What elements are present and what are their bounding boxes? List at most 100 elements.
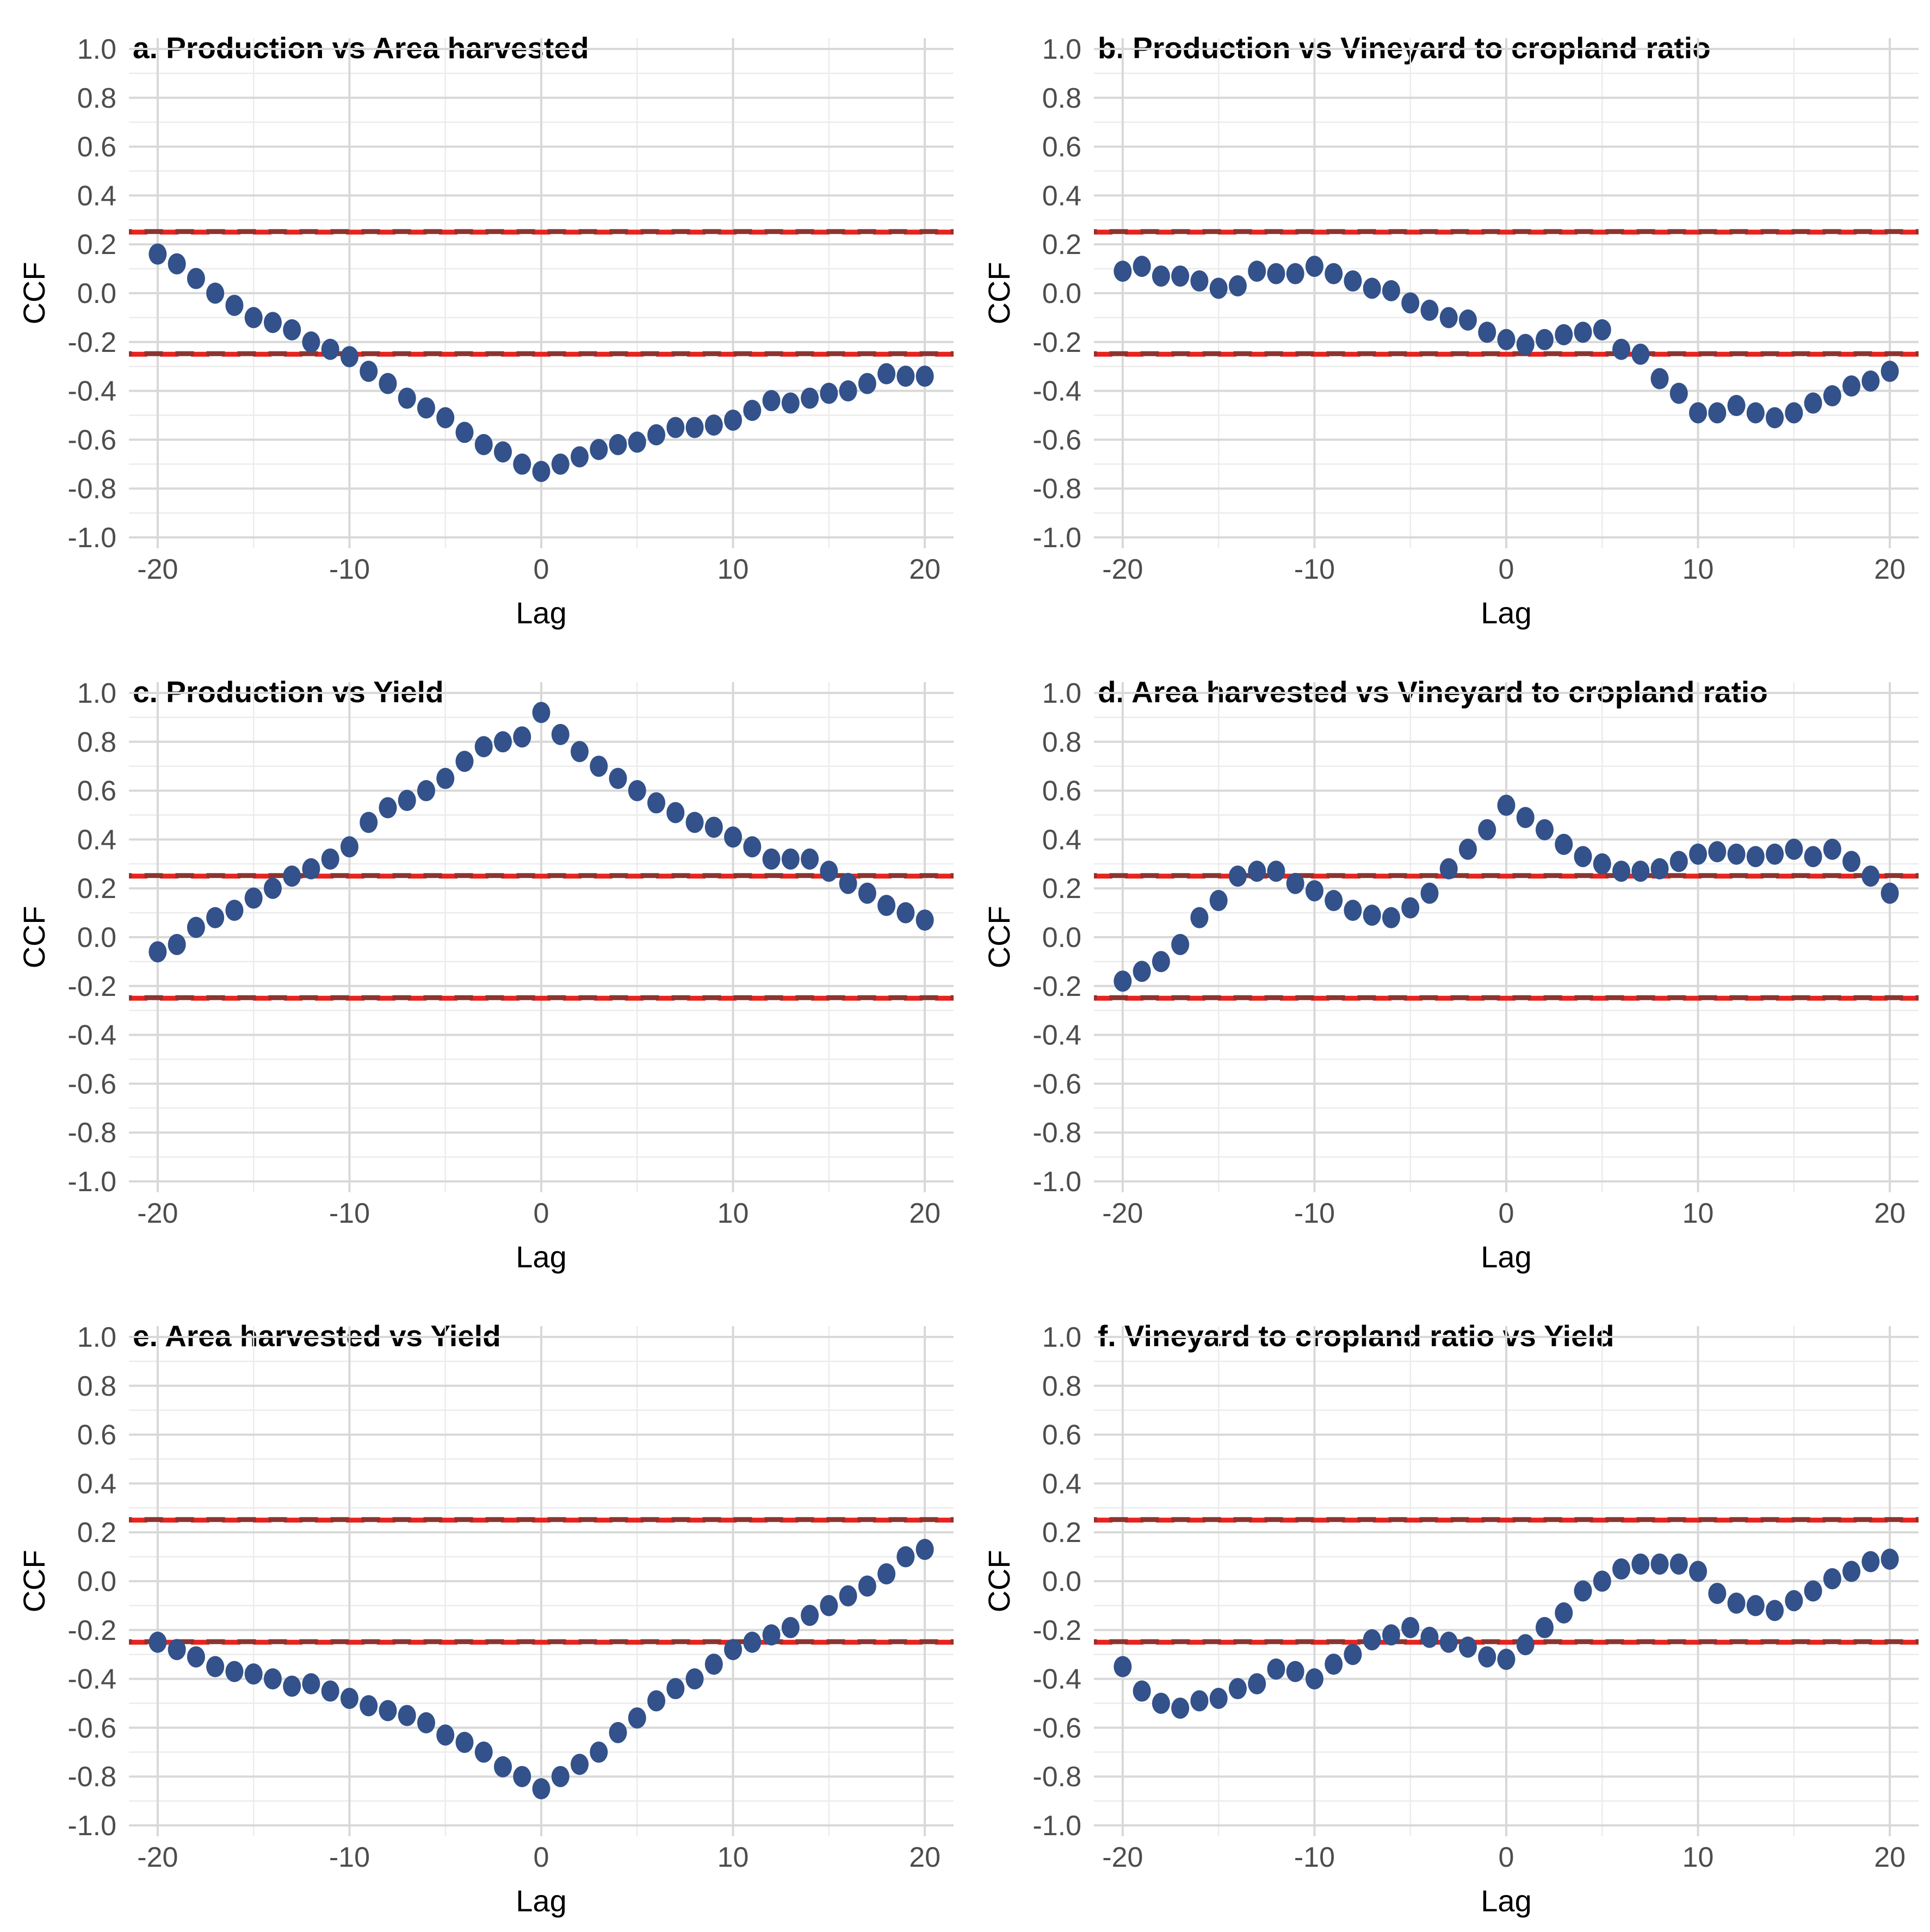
data-point: [417, 780, 435, 802]
y-tick-label: 1.0: [77, 678, 116, 709]
gridlines-major: [1094, 1326, 1919, 1836]
data-point: [647, 1690, 666, 1712]
y-tick-label: -0.2: [67, 327, 116, 358]
data-point: [609, 767, 627, 789]
y-tick-label: -0.6: [67, 1068, 116, 1100]
data-point: [379, 1700, 397, 1722]
data-point: [1286, 263, 1304, 284]
data-point: [1439, 858, 1458, 880]
data-point: [781, 1617, 800, 1638]
confidence-lines: [1094, 1517, 1919, 1645]
data-point: [455, 751, 474, 772]
data-point: [1305, 256, 1323, 277]
data-point: [1190, 270, 1209, 292]
data-point: [1209, 1688, 1228, 1710]
data-point: [1880, 1549, 1899, 1570]
data-point: [1325, 890, 1343, 912]
x-axis-title: Lag: [516, 1240, 567, 1274]
data-point: [1593, 319, 1611, 340]
data-point: [379, 797, 397, 819]
data-point: [1401, 897, 1420, 919]
data-point: [1823, 1568, 1841, 1590]
x-tick-label: 20: [1874, 554, 1906, 585]
y-tick-label: -0.8: [67, 1117, 116, 1149]
data-point: [455, 1731, 474, 1753]
data-point: [1248, 261, 1266, 282]
x-axis-title: Lag: [1481, 1884, 1532, 1918]
data-point: [149, 941, 167, 963]
data-point: [1785, 1590, 1803, 1612]
data-point: [244, 1663, 263, 1685]
y-tick-label: -0.2: [1032, 1615, 1081, 1646]
data-point: [1114, 261, 1132, 282]
data-point: [263, 1668, 282, 1690]
data-point: [915, 366, 934, 387]
data-point: [590, 756, 608, 777]
y-tick-labels: 1.0 0.8 0.6 0.4 0.2 0.0 -0.2 -0.4 -0.6 -0.8 -1.0: [67, 34, 116, 554]
data-point: [1382, 1624, 1400, 1646]
x-tick-label: 10: [1682, 1842, 1714, 1873]
data-point: [1689, 402, 1708, 424]
data-point: [1804, 846, 1822, 868]
data-point: [685, 812, 704, 833]
data-point: [915, 1539, 934, 1561]
x-tick-label: 0: [1499, 554, 1514, 585]
y-tick-label: -0.8: [1032, 1117, 1081, 1149]
data-points: [149, 243, 934, 482]
data-point: [1133, 1680, 1151, 1702]
data-point: [1133, 961, 1151, 982]
data-point: [1650, 858, 1669, 880]
data-point: [1420, 882, 1439, 904]
data-point: [1497, 329, 1515, 350]
data-point: [1114, 1656, 1132, 1677]
data-point: [628, 780, 646, 802]
data-point: [704, 1654, 723, 1675]
x-tick-label: 10: [717, 1842, 749, 1873]
y-tick-label: -0.2: [1032, 971, 1081, 1002]
data-point: [206, 282, 225, 304]
data-point: [666, 417, 685, 438]
data-point: [1516, 1634, 1535, 1656]
data-point: [1766, 1600, 1784, 1621]
data-point: [1363, 905, 1381, 926]
ccf-panel-a: CCF a. Production vs Area harvested Lag …: [0, 0, 965, 644]
y-tick-label: 0.6: [77, 132, 116, 163]
data-point: [436, 1724, 455, 1746]
data-point: [820, 860, 838, 882]
data-point: [1478, 321, 1496, 343]
data-point: [493, 441, 512, 463]
ccf-panel-d: CCF d. Area harvested vs Vineyard to cro…: [965, 644, 1930, 1288]
data-point: [820, 1595, 838, 1617]
data-point: [685, 417, 704, 438]
x-tick-label: -10: [329, 1198, 370, 1229]
data-point: [1171, 933, 1190, 955]
data-point: [1631, 343, 1650, 365]
data-point: [1497, 1649, 1515, 1670]
data-point: [302, 858, 320, 880]
y-tick-label: 0.8: [1042, 727, 1081, 758]
data-point: [743, 400, 762, 422]
data-point: [858, 1575, 876, 1597]
gridlines-major: [129, 1326, 954, 1836]
data-point: [1669, 382, 1688, 404]
data-point: [685, 1668, 704, 1690]
x-tick-label: 20: [909, 554, 941, 585]
data-point: [532, 702, 550, 723]
data-point: [1325, 263, 1343, 284]
x-tick-label: -20: [1102, 554, 1143, 585]
data-point: [1689, 843, 1708, 865]
data-point: [820, 382, 838, 404]
data-point: [474, 1741, 493, 1763]
data-point: [1228, 275, 1247, 297]
ccf-plot-b: 1.0 0.8 0.6 0.4 0.2 0.0 -0.2 -0.4 -0.6 -0.8 -1.0 -2…: [1032, 34, 1919, 585]
data-point: [915, 909, 934, 931]
data-point: [1363, 277, 1381, 299]
data-point: [1382, 907, 1400, 928]
data-point: [1478, 1646, 1496, 1668]
data-point: [1785, 838, 1803, 860]
data-point: [724, 1639, 743, 1661]
ccf-plot-d: 1.0 0.8 0.6 0.4 0.2 0.0 -0.2 -0.4 -0.6 -0.8 -1.0 -2…: [1032, 678, 1919, 1229]
data-point: [513, 453, 531, 475]
y-tick-label: -1.0: [67, 1166, 116, 1198]
data-point: [321, 848, 339, 870]
